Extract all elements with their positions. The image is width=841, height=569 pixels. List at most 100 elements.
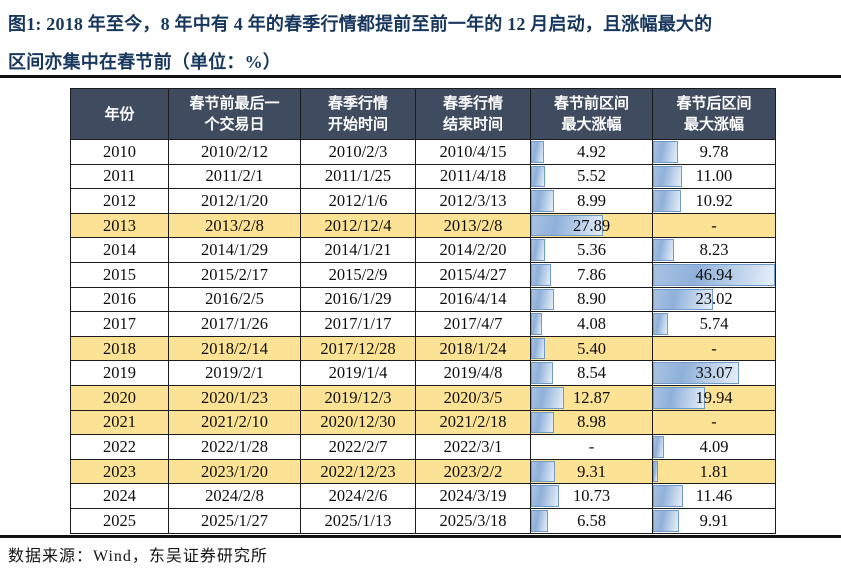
rally-end-cell: 2015/4/27	[415, 261, 531, 288]
table-row: 2017 2017/1/26 2017/1/17 2017/4/7 4.08 5.74	[70, 311, 776, 337]
pre-festival-max-gain-cell: 8.99	[530, 188, 653, 214]
top-divider-rule	[0, 75, 841, 78]
pre-festival-last-day-cell: 2025/1/27	[168, 507, 301, 534]
table-row: 2016 2016/2/5 2016/1/29 2016/4/14 8.90 23.02	[70, 286, 776, 313]
rally-start-cell: 2012/12/4	[300, 212, 416, 239]
pre-festival-max-gain-cell: 4.92	[530, 139, 653, 165]
table-row: 2012 2012/1/20 2012/1/6 2012/3/13 8.99 10.92	[70, 188, 776, 214]
gain-data-bar	[531, 239, 545, 261]
gain-data-bar	[531, 190, 555, 212]
gain-data-bar	[531, 288, 554, 311]
gain-data-bar	[653, 288, 713, 311]
gain-data-bar	[653, 485, 683, 507]
gain-value: 10.92	[695, 190, 733, 210]
gain-value: 46.94	[695, 264, 733, 284]
gain-value: 12.87	[572, 387, 611, 407]
year-cell: 2010	[70, 139, 169, 165]
rally-end-cell: 2023/2/2	[415, 458, 531, 485]
post-festival-max-gain-cell: 33.07	[652, 360, 776, 386]
pre-festival-max-gain-cell: 27.89	[530, 212, 653, 239]
rally-end-cell: 2025/3/18	[415, 507, 531, 534]
post-festival-max-gain-cell: 11.00	[652, 163, 776, 190]
gain-data-bar	[653, 165, 682, 188]
gain-data-bar	[653, 141, 679, 163]
gain-value: 1.81	[699, 461, 729, 481]
gain-value: 8.90	[577, 289, 606, 309]
post-festival-max-gain-cell: 23.02	[652, 286, 776, 313]
post-festival-max-gain-cell: 10.92	[652, 188, 776, 214]
rally-end-cell: 2012/3/13	[415, 188, 531, 214]
post-festival-max-gain-cell: 4.09	[652, 434, 776, 460]
post-festival-max-gain-cell: -	[652, 212, 776, 239]
gain-value: 5.52	[577, 166, 606, 186]
pre-festival-last-day-cell: 2021/2/10	[168, 409, 301, 436]
header-pre-festival-last-day: 春节前最后一 个交易日	[168, 88, 301, 140]
pre-festival-max-gain-cell: 8.90	[530, 286, 653, 313]
gain-data-bar	[653, 263, 775, 286]
rally-start-cell: 2022/2/7	[300, 434, 416, 460]
pre-festival-last-day-cell: 2015/2/17	[168, 261, 301, 288]
rally-start-cell: 2011/1/25	[300, 163, 416, 190]
gain-value: -	[711, 338, 717, 358]
gain-data-bar	[653, 509, 679, 532]
table-row: 2021 2021/2/10 2020/12/30 2021/2/18 8.98 -	[70, 409, 776, 436]
rally-end-cell: 2021/2/18	[415, 409, 531, 436]
gain-data-bar	[531, 509, 548, 532]
rally-start-cell: 2017/12/28	[300, 335, 416, 362]
rally-start-cell: 2010/2/3	[300, 139, 416, 165]
data-source-note: 数据来源：Wind，东吴证券研究所	[8, 548, 268, 565]
rally-end-cell: 2010/4/15	[415, 139, 531, 165]
table-row: 2010 2010/2/12 2010/2/3 2010/4/15 4.92 9.78	[70, 139, 776, 165]
gain-value: 11.00	[695, 166, 733, 186]
year-cell: 2016	[70, 286, 169, 313]
pre-festival-max-gain-cell: 12.87	[530, 384, 653, 411]
table-row: 2023 2023/1/20 2022/12/23 2023/2/2 9.31 1.81	[70, 458, 776, 485]
pre-festival-last-day-cell: 2024/2/8	[168, 483, 301, 509]
post-festival-max-gain-cell: 11.46	[652, 483, 776, 509]
year-cell: 2015	[70, 261, 169, 288]
table-row: 2011 2011/2/1 2011/1/25 2011/4/18 5.52 11.00	[70, 163, 776, 190]
gain-data-bar	[531, 313, 542, 335]
gain-value: 4.09	[699, 436, 729, 456]
year-cell: 2023	[70, 458, 169, 485]
gain-value: 8.99	[577, 190, 606, 210]
pre-festival-last-day-cell: 2011/2/1	[168, 163, 301, 190]
gain-value: 5.74	[699, 313, 729, 333]
gain-value: 19.94	[695, 387, 733, 407]
gain-value: 33.07	[695, 363, 733, 383]
pre-festival-last-day-cell: 2014/1/29	[168, 237, 301, 263]
pre-festival-last-day-cell: 2012/1/20	[168, 188, 301, 214]
pre-festival-last-day-cell: 2020/1/23	[168, 384, 301, 411]
data-table-container: 年份 春节前最后一 个交易日 春季行情 开始时间 春季行情 结束时间 春节前区间…	[70, 88, 776, 534]
gain-value: 9.78	[699, 141, 729, 161]
gain-data-bar	[531, 337, 545, 360]
gain-value: 11.46	[695, 486, 733, 506]
gain-data-bar	[531, 411, 555, 434]
gain-data-bar	[653, 436, 664, 458]
gain-data-bar	[531, 362, 554, 384]
gain-data-bar	[531, 386, 565, 409]
pre-festival-last-day-cell: 2018/2/14	[168, 335, 301, 362]
year-cell: 2012	[70, 188, 169, 214]
header-post-festival-max-gain: 春节后区间 最大涨幅	[652, 88, 776, 140]
rally-start-cell: 2019/1/4	[300, 360, 416, 386]
post-festival-max-gain-cell: 5.74	[652, 311, 776, 337]
gain-data-bar	[653, 362, 739, 384]
table-row: 2015 2015/2/17 2015/2/9 2015/4/27 7.86 46.94	[70, 261, 776, 288]
rally-start-cell: 2020/12/30	[300, 409, 416, 436]
post-festival-max-gain-cell: 8.23	[652, 237, 776, 263]
gain-data-bar	[531, 141, 544, 163]
year-cell: 2019	[70, 360, 169, 386]
pre-festival-last-day-cell: 2013/2/8	[168, 212, 301, 239]
table-row: 2014 2014/1/29 2014/1/21 2014/2/20 5.36 8.23	[70, 237, 776, 263]
spring-rally-table: 年份 春节前最后一 个交易日 春季行情 开始时间 春季行情 结束时间 春节前区间…	[70, 88, 776, 534]
rally-end-cell: 2022/3/1	[415, 434, 531, 460]
rally-end-cell: 2024/3/19	[415, 483, 531, 509]
gain-value: 5.36	[577, 240, 606, 260]
header-rally-end: 春季行情 结束时间	[415, 88, 531, 140]
year-cell: 2018	[70, 335, 169, 362]
figure-title-line-2: 区间亦集中在春节前（单位：%）	[8, 52, 281, 72]
table-row: 2019 2019/2/1 2019/1/4 2019/4/8 8.54 33.07	[70, 360, 776, 386]
table-row: 2020 2020/1/23 2019/12/3 2020/3/5 12.87 19.94	[70, 384, 776, 411]
pre-festival-max-gain-cell: 6.58	[530, 507, 653, 534]
